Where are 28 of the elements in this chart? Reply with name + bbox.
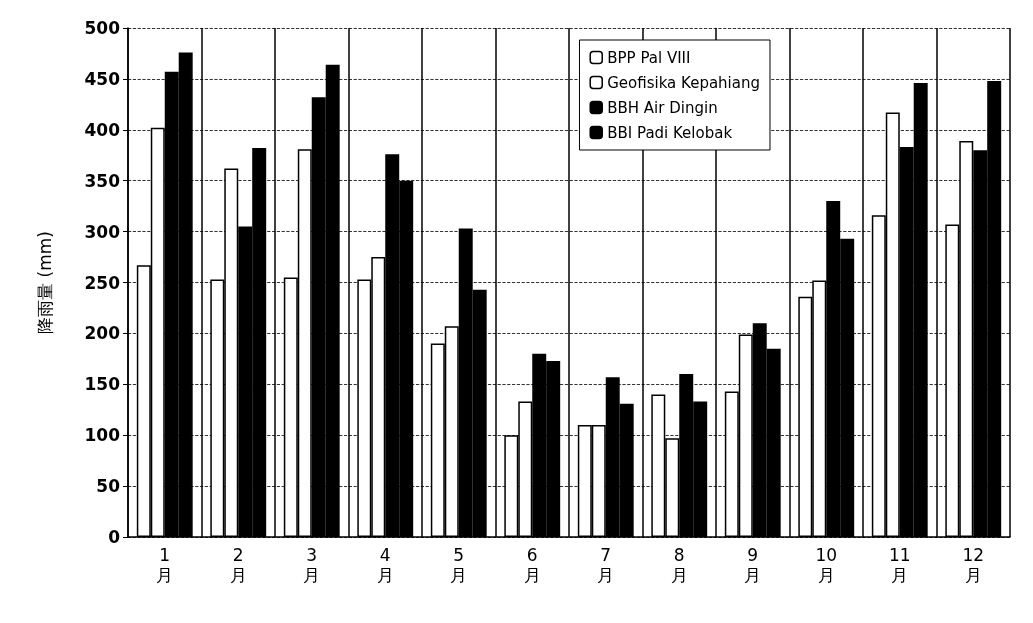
legend-label: Geofisika Kepahiang [607,73,761,92]
x-tick-label: 6月 [523,545,541,585]
y-axis-title: 降雨量 (mm) [34,231,55,334]
legend-label: BBI Padi Kelobak [607,123,733,142]
y-tick-label: 0 [108,527,121,547]
y-tick-label: 450 [84,68,121,89]
y-tick-label: 400 [84,119,121,140]
x-tick-label: 7月 [597,545,615,585]
legend-label: BBH Air Dingin [607,98,718,117]
legend-label: BPP Pal VIII [607,48,691,67]
y-tick-label: 200 [84,323,121,344]
y-tick-label: 350 [84,170,121,191]
x-tick-label: 1月 [156,545,174,585]
y-tick-label: 150 [84,374,121,395]
y-tick-label: 100 [84,425,121,446]
x-tick-label: 10月 [815,545,838,585]
x-tick-label: 9月 [744,545,762,585]
y-tick-label: 250 [84,272,121,293]
y-tick-label: 500 [84,18,121,38]
y-tick-label: 300 [84,221,121,242]
x-tick-label: 8月 [670,545,688,585]
x-tick-label: 12月 [962,545,985,585]
y-tick-label: 50 [96,476,121,497]
x-tick-label: 5月 [450,545,468,585]
x-tick-label: 11月 [888,545,911,585]
x-tick-label: 3月 [303,545,321,585]
x-tick-label: 2月 [229,545,247,585]
x-tick-label: 4月 [376,545,394,585]
